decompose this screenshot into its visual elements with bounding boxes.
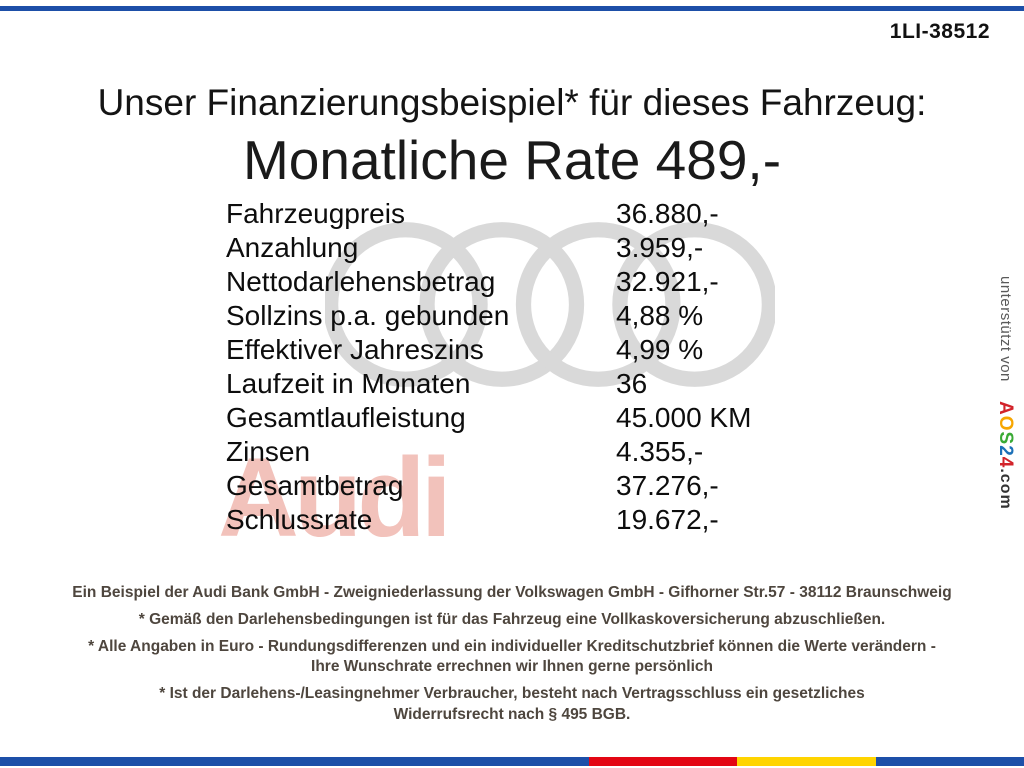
bottom-bar-blue-segment-right — [875, 757, 1024, 766]
finance-value: 45.000 KM — [616, 402, 752, 433]
aos-logo-letter: 4 — [995, 456, 1016, 468]
supported-by-label: unterstützt von — [997, 276, 1014, 382]
finance-value: 37.276,- — [616, 470, 719, 501]
bottom-bar-red-segment — [588, 757, 738, 766]
disclaimer-footer: Ein Beispiel der Audi Bank GmbH - Zweign… — [40, 583, 984, 732]
finance-table: Fahrzeugpreis 36.880,- Anzahlung 3.959,-… — [226, 197, 751, 537]
audi-logotype-watermark: Audi — [218, 435, 452, 560]
audi-rings-watermark-icon — [325, 208, 775, 401]
table-row: Effektiver Jahreszins 4,99 % — [226, 333, 751, 367]
aos-logo-letter: A — [995, 400, 1016, 416]
finance-label: Gesamtbetrag — [226, 470, 404, 501]
finance-value: 19.672,- — [616, 504, 719, 535]
finance-label: Effektiver Jahreszins — [226, 334, 484, 365]
table-row: Sollzins p.a. gebunden 4,88 % — [226, 299, 751, 333]
disclaimer-line: * Ist der Darlehens-/Leasingnehmer Verbr… — [159, 685, 865, 723]
finance-value: 3.959,- — [616, 232, 704, 263]
finance-value: 4,99 % — [616, 334, 704, 365]
top-border-line — [0, 6, 1024, 11]
table-row: Laufzeit in Monaten 36 — [226, 367, 751, 401]
bottom-color-bar — [0, 757, 1024, 766]
monthly-rate-headline: Monatliche Rate 489,- — [242, 129, 782, 191]
finance-label: Nettodarlehensbetrag — [226, 266, 496, 297]
finance-label: Fahrzeugpreis — [226, 198, 405, 229]
finance-value: 4,88 % — [616, 300, 704, 331]
finance-value: 4.355,- — [616, 436, 704, 467]
right-vertical-text: unterstützt von AOS24.com — [994, 276, 1016, 509]
table-row: Schlussrate 19.672,- — [226, 503, 751, 537]
table-row: Zinsen 4.355,- — [226, 435, 751, 469]
finance-label: Schlussrate — [226, 504, 373, 535]
table-row: Fahrzeugpreis 36.880,- — [226, 197, 751, 231]
finance-label: Zinsen — [226, 436, 311, 467]
aos24-logo: AOS24.com — [995, 401, 1016, 510]
finance-label: Laufzeit in Monaten — [226, 368, 471, 399]
aos-logo-letter: S — [995, 431, 1016, 445]
table-row: Anzahlung 3.959,- — [226, 231, 751, 265]
aos-logo-letter: O — [995, 415, 1016, 432]
disclaimer-line: Ein Beispiel der Audi Bank GmbH - Zweign… — [72, 584, 952, 601]
table-row: Nettodarlehensbetrag 32.921,- — [226, 265, 751, 299]
license-plate-number: 1LI-38512 — [889, 20, 990, 43]
finance-value: 36.880,- — [616, 198, 719, 229]
disclaimer-line: * Alle Angaben in Euro - Rundungsdiffere… — [88, 637, 936, 676]
disclaimer-line: * Gemäß den Darlehensbedingungen ist für… — [138, 610, 886, 628]
finance-label: Gesamtlaufleistung — [226, 402, 466, 433]
finance-value: 32.921,- — [616, 266, 719, 297]
finance-label: Sollzins p.a. gebunden — [226, 300, 510, 331]
aos-logo-suffix: .com — [997, 467, 1014, 510]
finance-label: Anzahlung — [226, 232, 359, 263]
finance-value: 36 — [616, 368, 648, 399]
aos-logo-letter: 2 — [995, 444, 1016, 457]
bottom-bar-blue-segment — [0, 757, 589, 766]
page-title: Unser Finanzierungsbeispiel* für dieses … — [97, 82, 927, 123]
table-row: Gesamtbetrag 37.276,- — [226, 469, 751, 503]
table-row: Gesamtlaufleistung 45.000 KM — [226, 401, 751, 435]
bottom-bar-yellow-segment — [737, 757, 876, 766]
